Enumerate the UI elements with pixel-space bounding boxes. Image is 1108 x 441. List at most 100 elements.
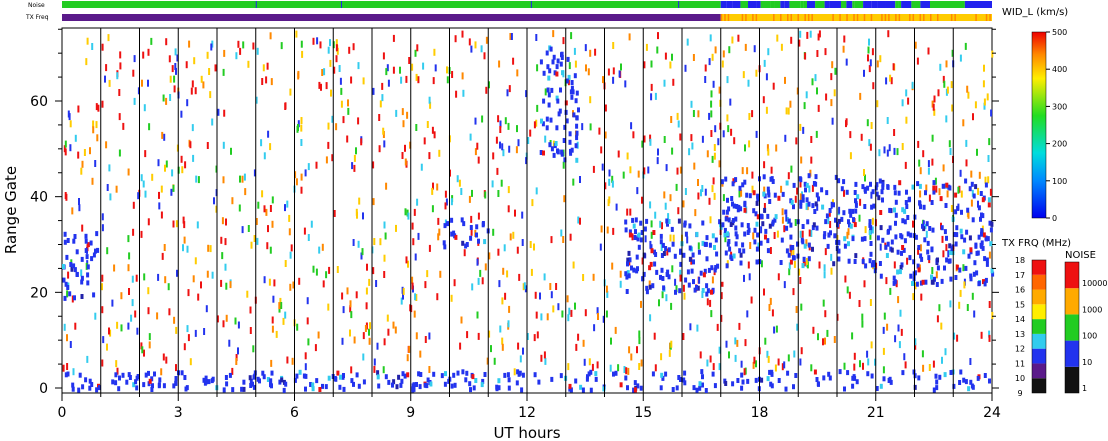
echo-cell <box>753 239 757 245</box>
echo-cell <box>411 63 414 71</box>
echo-cell <box>691 252 695 258</box>
echo-cell <box>767 48 770 56</box>
echo-cell <box>872 203 876 209</box>
echo-cell <box>101 274 104 282</box>
echo-cell <box>568 383 572 389</box>
echo-cell <box>504 292 507 300</box>
echo-cell <box>751 110 754 118</box>
echo-cell <box>764 234 767 240</box>
echo-cell <box>767 192 771 198</box>
echo-cell <box>443 381 447 387</box>
echo-cell <box>132 201 135 209</box>
echo-cell <box>589 369 593 375</box>
echo-cell <box>133 97 136 105</box>
echo-cell <box>803 181 807 187</box>
echo-cell <box>127 264 130 272</box>
echo-cell <box>342 373 345 378</box>
echo-cell <box>931 279 935 285</box>
echo-cell <box>639 237 643 243</box>
echo-cell <box>665 294 668 302</box>
echo-cell <box>660 253 664 258</box>
echo-cell <box>861 184 865 190</box>
echo-cell <box>300 117 303 124</box>
echo-cell <box>917 140 920 148</box>
echo-cell <box>745 192 749 198</box>
echo-cell <box>798 39 801 47</box>
echo-cell <box>830 73 833 81</box>
echo-cell <box>94 248 97 254</box>
echo-cell <box>140 174 143 182</box>
echo-cell <box>507 377 511 383</box>
echo-cell <box>503 244 506 252</box>
echo-cell <box>119 51 122 59</box>
echo-cell <box>64 372 68 378</box>
echo-cell <box>655 269 659 275</box>
echo-cell <box>796 187 799 195</box>
echo-cell <box>720 179 724 185</box>
echo-cell <box>897 324 900 332</box>
echo-cell <box>378 114 381 121</box>
echo-cell <box>402 287 405 295</box>
echo-cell <box>415 73 418 81</box>
echo-cell <box>896 148 899 156</box>
echo-cell <box>932 189 936 195</box>
tx-colorbar-cell <box>1032 333 1046 349</box>
echo-cell <box>775 325 778 333</box>
echo-cell <box>967 91 970 99</box>
echo-cell <box>851 208 855 214</box>
echo-cell <box>69 262 73 267</box>
echo-cell <box>657 148 659 156</box>
echo-cell <box>628 257 632 263</box>
echo-cell <box>114 380 118 386</box>
echo-cell <box>886 117 889 124</box>
echo-cell <box>568 139 572 145</box>
echo-cell <box>670 226 674 232</box>
echo-cell <box>757 242 760 250</box>
echo-cell <box>189 141 192 149</box>
echo-cell <box>916 263 920 269</box>
echo-cell <box>813 369 817 375</box>
echo-cell <box>269 378 273 384</box>
echo-cell <box>157 273 160 281</box>
echo-cell <box>224 263 227 271</box>
echo-cell <box>97 104 100 112</box>
echo-cell <box>692 279 695 285</box>
echo-cell <box>423 137 426 145</box>
echo-cell <box>860 133 863 141</box>
noise-segment <box>885 1 896 8</box>
echo-cell <box>547 102 551 108</box>
echo-cell <box>73 295 76 301</box>
echo-cell <box>222 176 225 184</box>
echo-cell <box>446 76 449 84</box>
echo-cell <box>224 238 227 246</box>
echo-cell <box>503 372 507 378</box>
echo-cell <box>280 377 284 383</box>
echo-cell <box>383 140 386 148</box>
echo-cell <box>818 261 821 269</box>
echo-cell <box>520 387 524 393</box>
echo-cell <box>350 366 353 374</box>
echo-cell <box>81 160 84 168</box>
echo-cell <box>535 187 538 195</box>
echo-cell <box>701 382 704 388</box>
echo-cell <box>853 363 856 371</box>
echo-cell <box>786 370 790 376</box>
noise-segment <box>784 1 790 8</box>
echo-cell <box>172 184 175 192</box>
echo-cell <box>763 288 765 296</box>
echo-cell <box>645 43 648 51</box>
echo-cell <box>555 125 559 131</box>
echo-cell <box>385 182 388 190</box>
echo-cell <box>508 145 511 153</box>
echo-cell <box>135 375 139 381</box>
echo-cell <box>677 207 680 215</box>
echo-cell <box>853 190 857 195</box>
echo-cell <box>619 382 623 388</box>
echo-cell <box>419 372 423 377</box>
echo-cell <box>949 148 952 155</box>
echo-cell <box>572 178 575 186</box>
echo-cell <box>429 381 433 387</box>
echo-cell <box>955 264 959 270</box>
echo-cell <box>228 339 231 347</box>
echo-cell <box>796 323 799 331</box>
